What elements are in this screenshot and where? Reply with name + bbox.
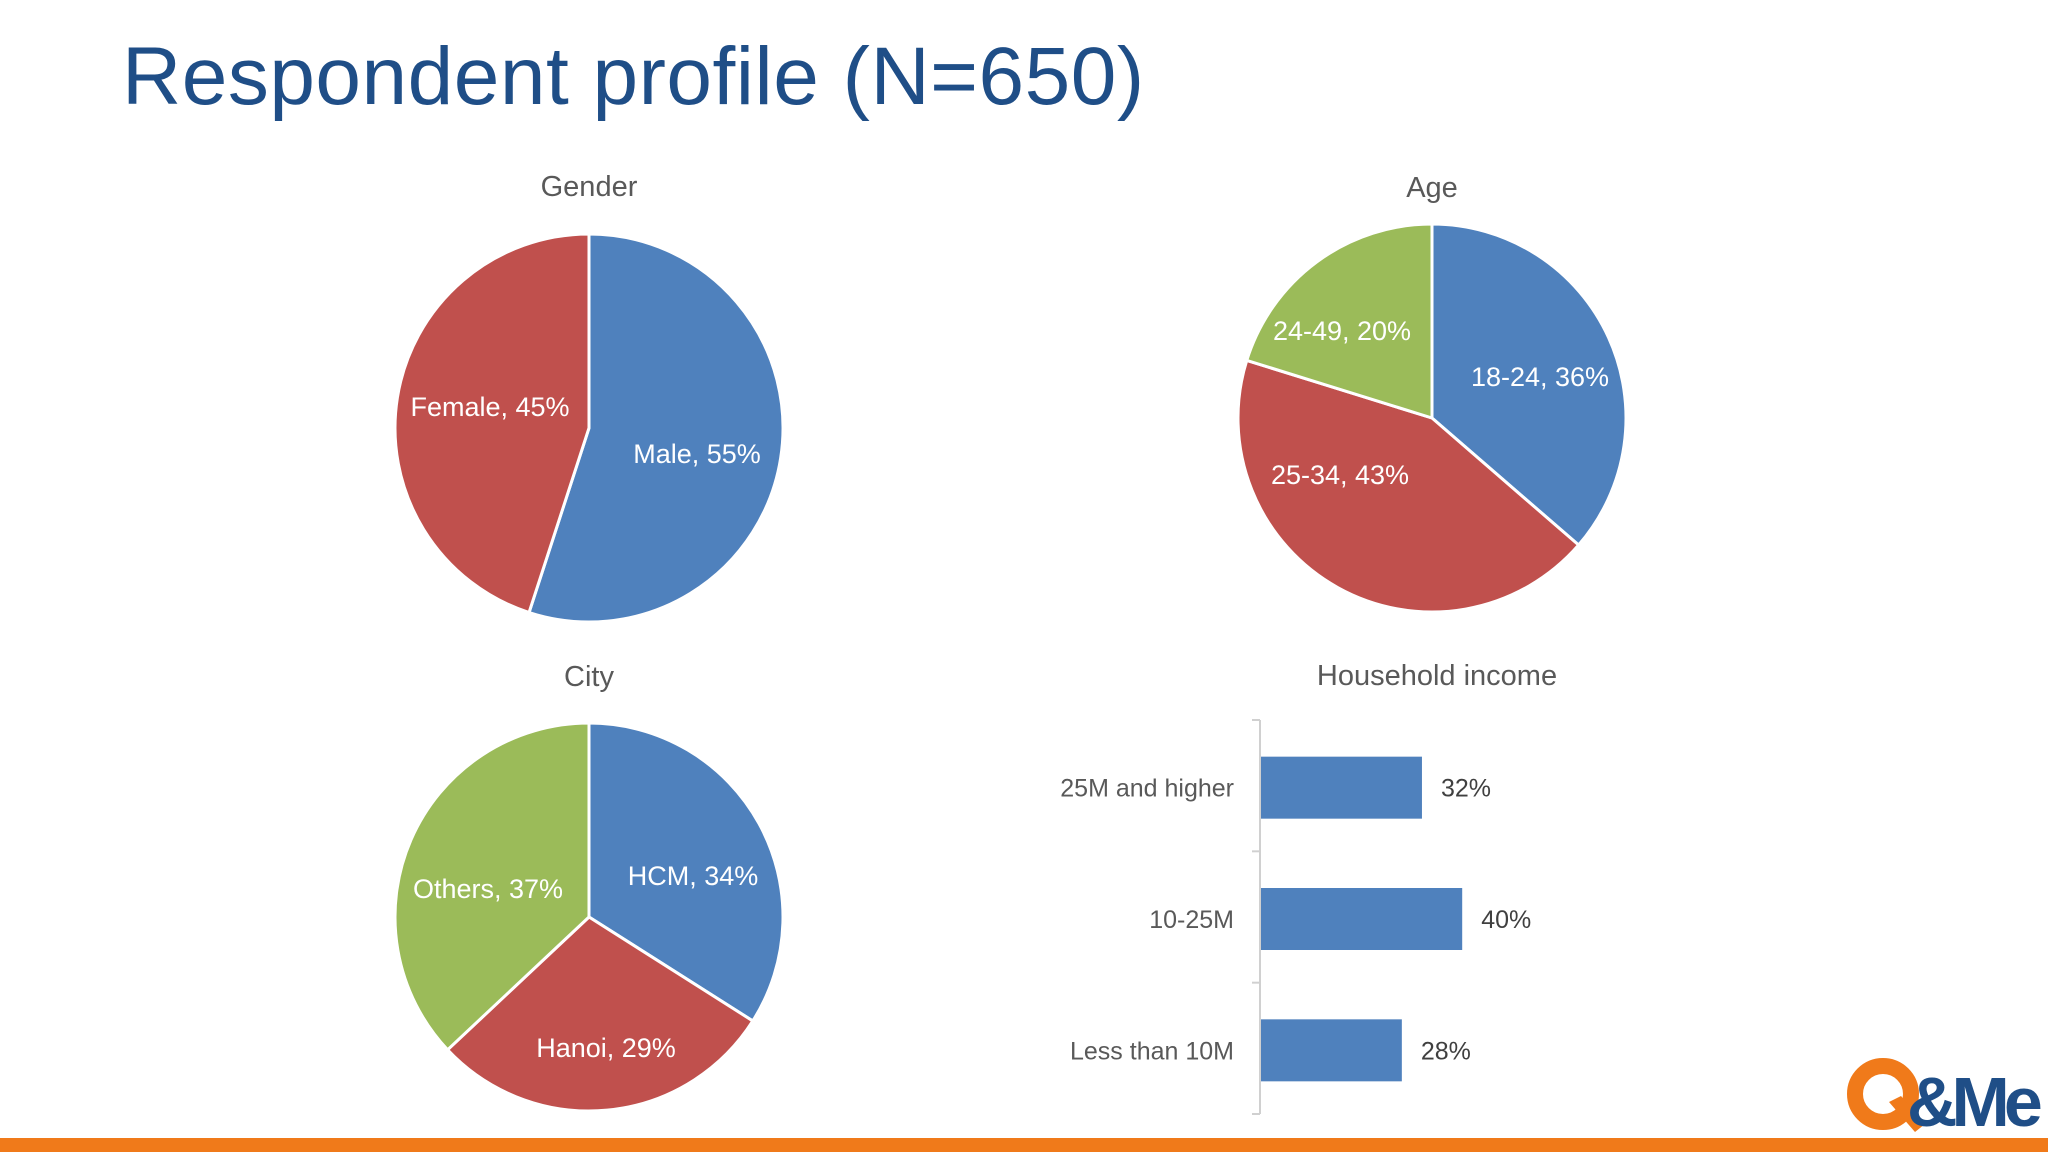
age-data-label: 24-49, 20% bbox=[1273, 316, 1411, 346]
city-data-label: HCM, 34% bbox=[628, 861, 759, 891]
gender-pie-chart: Gender Male, 55% Female, 45% bbox=[393, 171, 785, 624]
income-data-label: 40% bbox=[1481, 906, 1531, 934]
city-pie-chart: City HCM, 34% Hanoi, 29% Others, 37% bbox=[393, 661, 785, 1113]
income-category-label: Less than 10M bbox=[1070, 1037, 1234, 1065]
income-category-label: 10-25M bbox=[1149, 906, 1234, 934]
logo-q-ring bbox=[1847, 1058, 1919, 1130]
gender-data-label: Female, 45% bbox=[410, 392, 569, 422]
logo-q-tail bbox=[1889, 1096, 1925, 1132]
income-bar-less-than-10m bbox=[1261, 1019, 1402, 1082]
age-pie-chart: Age 18-24, 36% 25-34, 43% 24-49, 20% bbox=[1236, 172, 1628, 614]
age-slice-18-24 bbox=[1430, 222, 1628, 548]
income-bar-10-25m bbox=[1261, 888, 1463, 950]
age-chart-title: Age bbox=[1406, 172, 1458, 204]
income-bar-25m-and-higher bbox=[1261, 756, 1422, 819]
gender-data-label: Male, 55% bbox=[633, 439, 761, 469]
gender-chart-title: Gender bbox=[541, 171, 638, 203]
income-data-label: 28% bbox=[1421, 1037, 1471, 1065]
slide-title: Respondent profile (N=650) bbox=[122, 31, 1145, 122]
age-data-label: 25-34, 43% bbox=[1271, 460, 1409, 490]
income-data-label: 32% bbox=[1441, 775, 1491, 803]
age-slice-25-34 bbox=[1236, 358, 1581, 614]
logo-text: &Me bbox=[1907, 1063, 2041, 1138]
city-slice-hanoi bbox=[445, 915, 755, 1113]
gender-slice-female bbox=[393, 232, 591, 615]
age-data-label: 18-24, 36% bbox=[1471, 362, 1609, 392]
income-chart-title: Household income bbox=[1317, 660, 1557, 692]
qandme-logo-icon: &Me bbox=[1847, 1058, 2045, 1138]
bottom-accent-bar bbox=[0, 1138, 2048, 1152]
city-data-label: Others, 37% bbox=[413, 874, 563, 904]
city-data-label: Hanoi, 29% bbox=[536, 1033, 676, 1063]
city-chart-title: City bbox=[564, 661, 614, 693]
household-income-bar-chart: Household income 25M and higher 32% 10-25M 4… bbox=[1060, 660, 1557, 1115]
income-category-label: 25M and higher bbox=[1060, 775, 1234, 803]
city-slice-others bbox=[393, 721, 591, 1052]
age-slice-24-49 bbox=[1244, 222, 1434, 421]
gender-slice-male bbox=[527, 232, 785, 624]
